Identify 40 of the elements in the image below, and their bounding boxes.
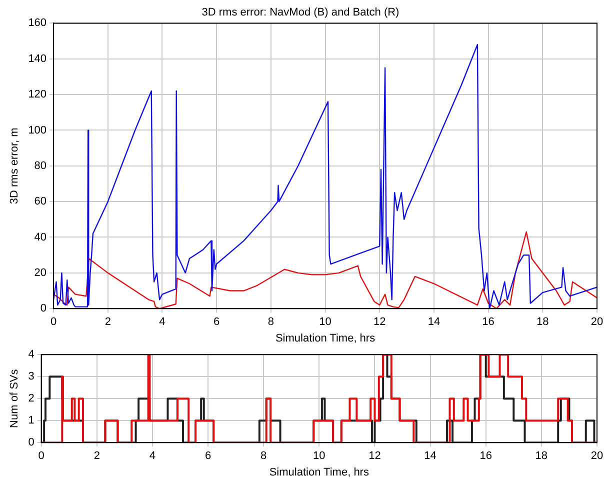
x-tick-label: 4: [149, 450, 156, 462]
x-tick-label: 8: [260, 450, 267, 462]
x-tick-label: 0: [50, 316, 57, 328]
y-tick-label: 4: [28, 348, 34, 361]
y-axis-title: Num of SVs: [8, 368, 21, 428]
x-axis-title: Simulation Time, hrs: [275, 332, 376, 344]
x-tick-label: 4: [159, 316, 166, 328]
x-tick-label: 2: [94, 450, 100, 462]
y-tick-label: 100: [28, 124, 47, 136]
y-tick-label: 40: [34, 231, 47, 244]
x-tick-label: 16: [480, 450, 492, 462]
y-tick-label: 2: [28, 392, 34, 405]
x-tick-label: 20: [590, 450, 604, 462]
y-tick-label: 140: [28, 52, 47, 65]
y-tick-label: 20: [34, 266, 47, 279]
x-tick-label: 10: [313, 450, 326, 462]
x-tick-label: 20: [590, 316, 604, 328]
x-tick-label: 16: [482, 316, 494, 328]
x-tick-label: 10: [319, 316, 332, 328]
y-tick-label: 0: [40, 302, 47, 315]
x-tick-label: 18: [536, 316, 549, 328]
x-tick-label: 6: [204, 450, 212, 462]
y-axis-title: 3D rms error, m: [8, 128, 21, 204]
chart-title: 3D rms error: NavMod (B) and Batch (R): [202, 6, 400, 19]
x-tick-label: 12: [373, 316, 386, 328]
x-tick-label: 18: [535, 450, 548, 462]
y-tick-label: 160: [28, 17, 47, 30]
y-tick-label: 120: [28, 88, 47, 101]
y-tick-label: 1: [28, 414, 34, 427]
x-tick-label: 8: [268, 316, 274, 328]
y-tick-label: 0: [28, 436, 34, 449]
x-tick-label: 12: [368, 450, 381, 462]
y-tick-label: 60: [34, 196, 47, 208]
x-tick-label: 14: [428, 316, 440, 328]
x-tick-label: 2: [104, 316, 111, 328]
x-tick-label: 6: [214, 316, 220, 328]
y-tick-label: 80: [34, 160, 47, 172]
x-axis-title: Simulation Time, hrs: [269, 466, 370, 478]
x-tick-label: 14: [424, 450, 436, 462]
y-tick-label: 3: [28, 370, 34, 383]
